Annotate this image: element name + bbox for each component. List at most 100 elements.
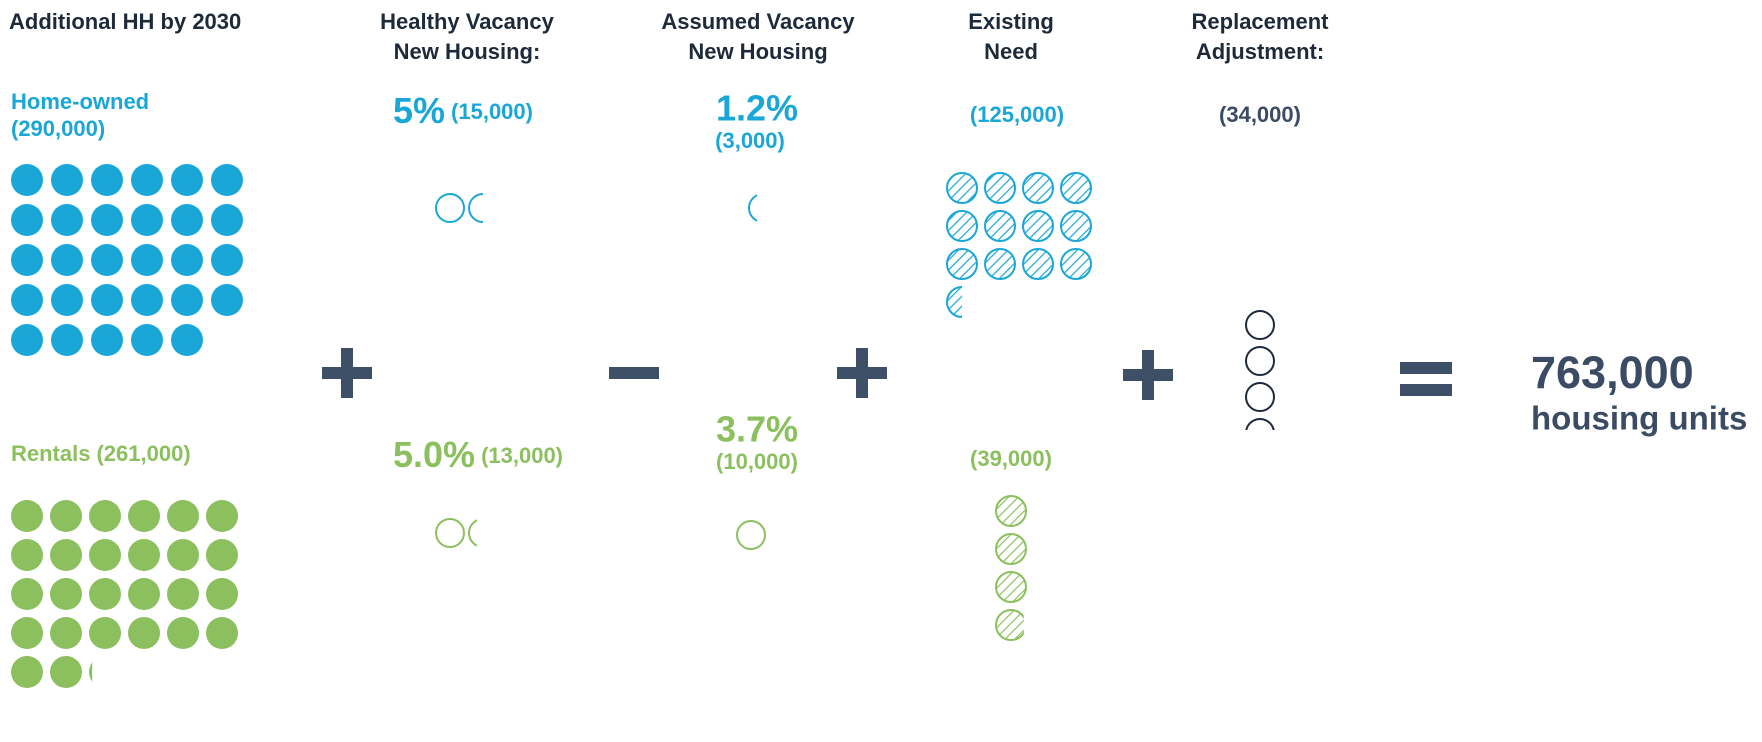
icon-group [946,172,1092,318]
icon [946,210,978,242]
heading: Assumed Vacancy [661,9,855,34]
icon [131,284,163,316]
units: (15,000) [451,99,533,124]
icon [11,656,43,688]
icon [11,539,43,571]
icon [167,500,199,532]
rate-text: 5.0% (13,000) [393,434,563,475]
heading: Healthy Vacancy [380,9,554,34]
icon [131,244,163,276]
heading: Existing [968,9,1054,34]
icon [128,617,160,649]
icon [50,656,82,688]
icon [211,284,243,316]
icon [946,172,978,204]
icon [51,284,83,316]
icon [435,518,465,548]
title: Additional HH by 2030 [9,9,241,34]
icon [171,284,203,316]
heading: New Housing [688,39,827,64]
icon [50,539,82,571]
icon [11,578,43,610]
icon [89,662,93,682]
icon [50,500,82,532]
icon-group [995,495,1027,641]
icon [995,609,1024,641]
icon [11,324,43,356]
icon [171,244,203,276]
icon [468,519,477,547]
icon [131,164,163,196]
icon [748,194,757,222]
icon [211,164,243,196]
icon [946,248,978,280]
icon [131,324,163,356]
icon [1245,382,1275,412]
icon [50,578,82,610]
icon-group [1245,310,1275,430]
heading: New Housing: [394,39,541,64]
icon [89,539,121,571]
icon [206,578,238,610]
icon [1022,172,1054,204]
result-unit: housing units [1531,400,1747,437]
minus [609,367,659,379]
units: (3,000) [715,128,785,153]
units: (34,000) [1219,102,1301,127]
rate: 3.7% [716,409,798,450]
rate: 5.0% [393,434,475,475]
units: (39,000) [970,446,1052,471]
icon [91,244,123,276]
icon [984,172,1016,204]
icon [11,244,43,276]
icon [1060,172,1092,204]
icon [131,204,163,236]
icon [171,164,203,196]
icon [1060,210,1092,242]
icon [995,495,1027,527]
icon-group [736,520,766,550]
icon [984,248,1016,280]
icon [11,500,43,532]
icon [89,578,121,610]
icon [984,210,1016,242]
icon [206,617,238,649]
plus [837,348,887,398]
icon [11,164,43,196]
icon [91,284,123,316]
icon [206,539,238,571]
heading: Need [984,39,1038,64]
icon [995,571,1027,603]
units: (13,000) [481,443,563,468]
icon [51,244,83,276]
icon [11,284,43,316]
icon [171,324,203,356]
units: (10,000) [716,449,798,474]
icon [468,193,483,223]
icon [89,500,121,532]
icon [1022,210,1054,242]
icon-group [435,193,483,223]
icon [50,617,82,649]
units: (125,000) [970,102,1064,127]
rate-text: 5% (15,000) [393,90,533,131]
rate: 5% [393,90,445,131]
icon [1245,310,1275,340]
result-total: 763,000 [1531,347,1694,398]
icon-group [11,500,238,688]
icon [206,500,238,532]
icon [11,617,43,649]
icon [211,244,243,276]
row-label: Rentals [11,441,90,466]
icon-group [748,194,757,222]
icon [128,539,160,571]
icon-group [435,518,477,548]
plus [322,348,372,398]
icon [435,193,465,223]
icon [51,324,83,356]
icon [11,204,43,236]
icon-group [11,164,243,356]
icon [167,539,199,571]
icon [128,500,160,532]
